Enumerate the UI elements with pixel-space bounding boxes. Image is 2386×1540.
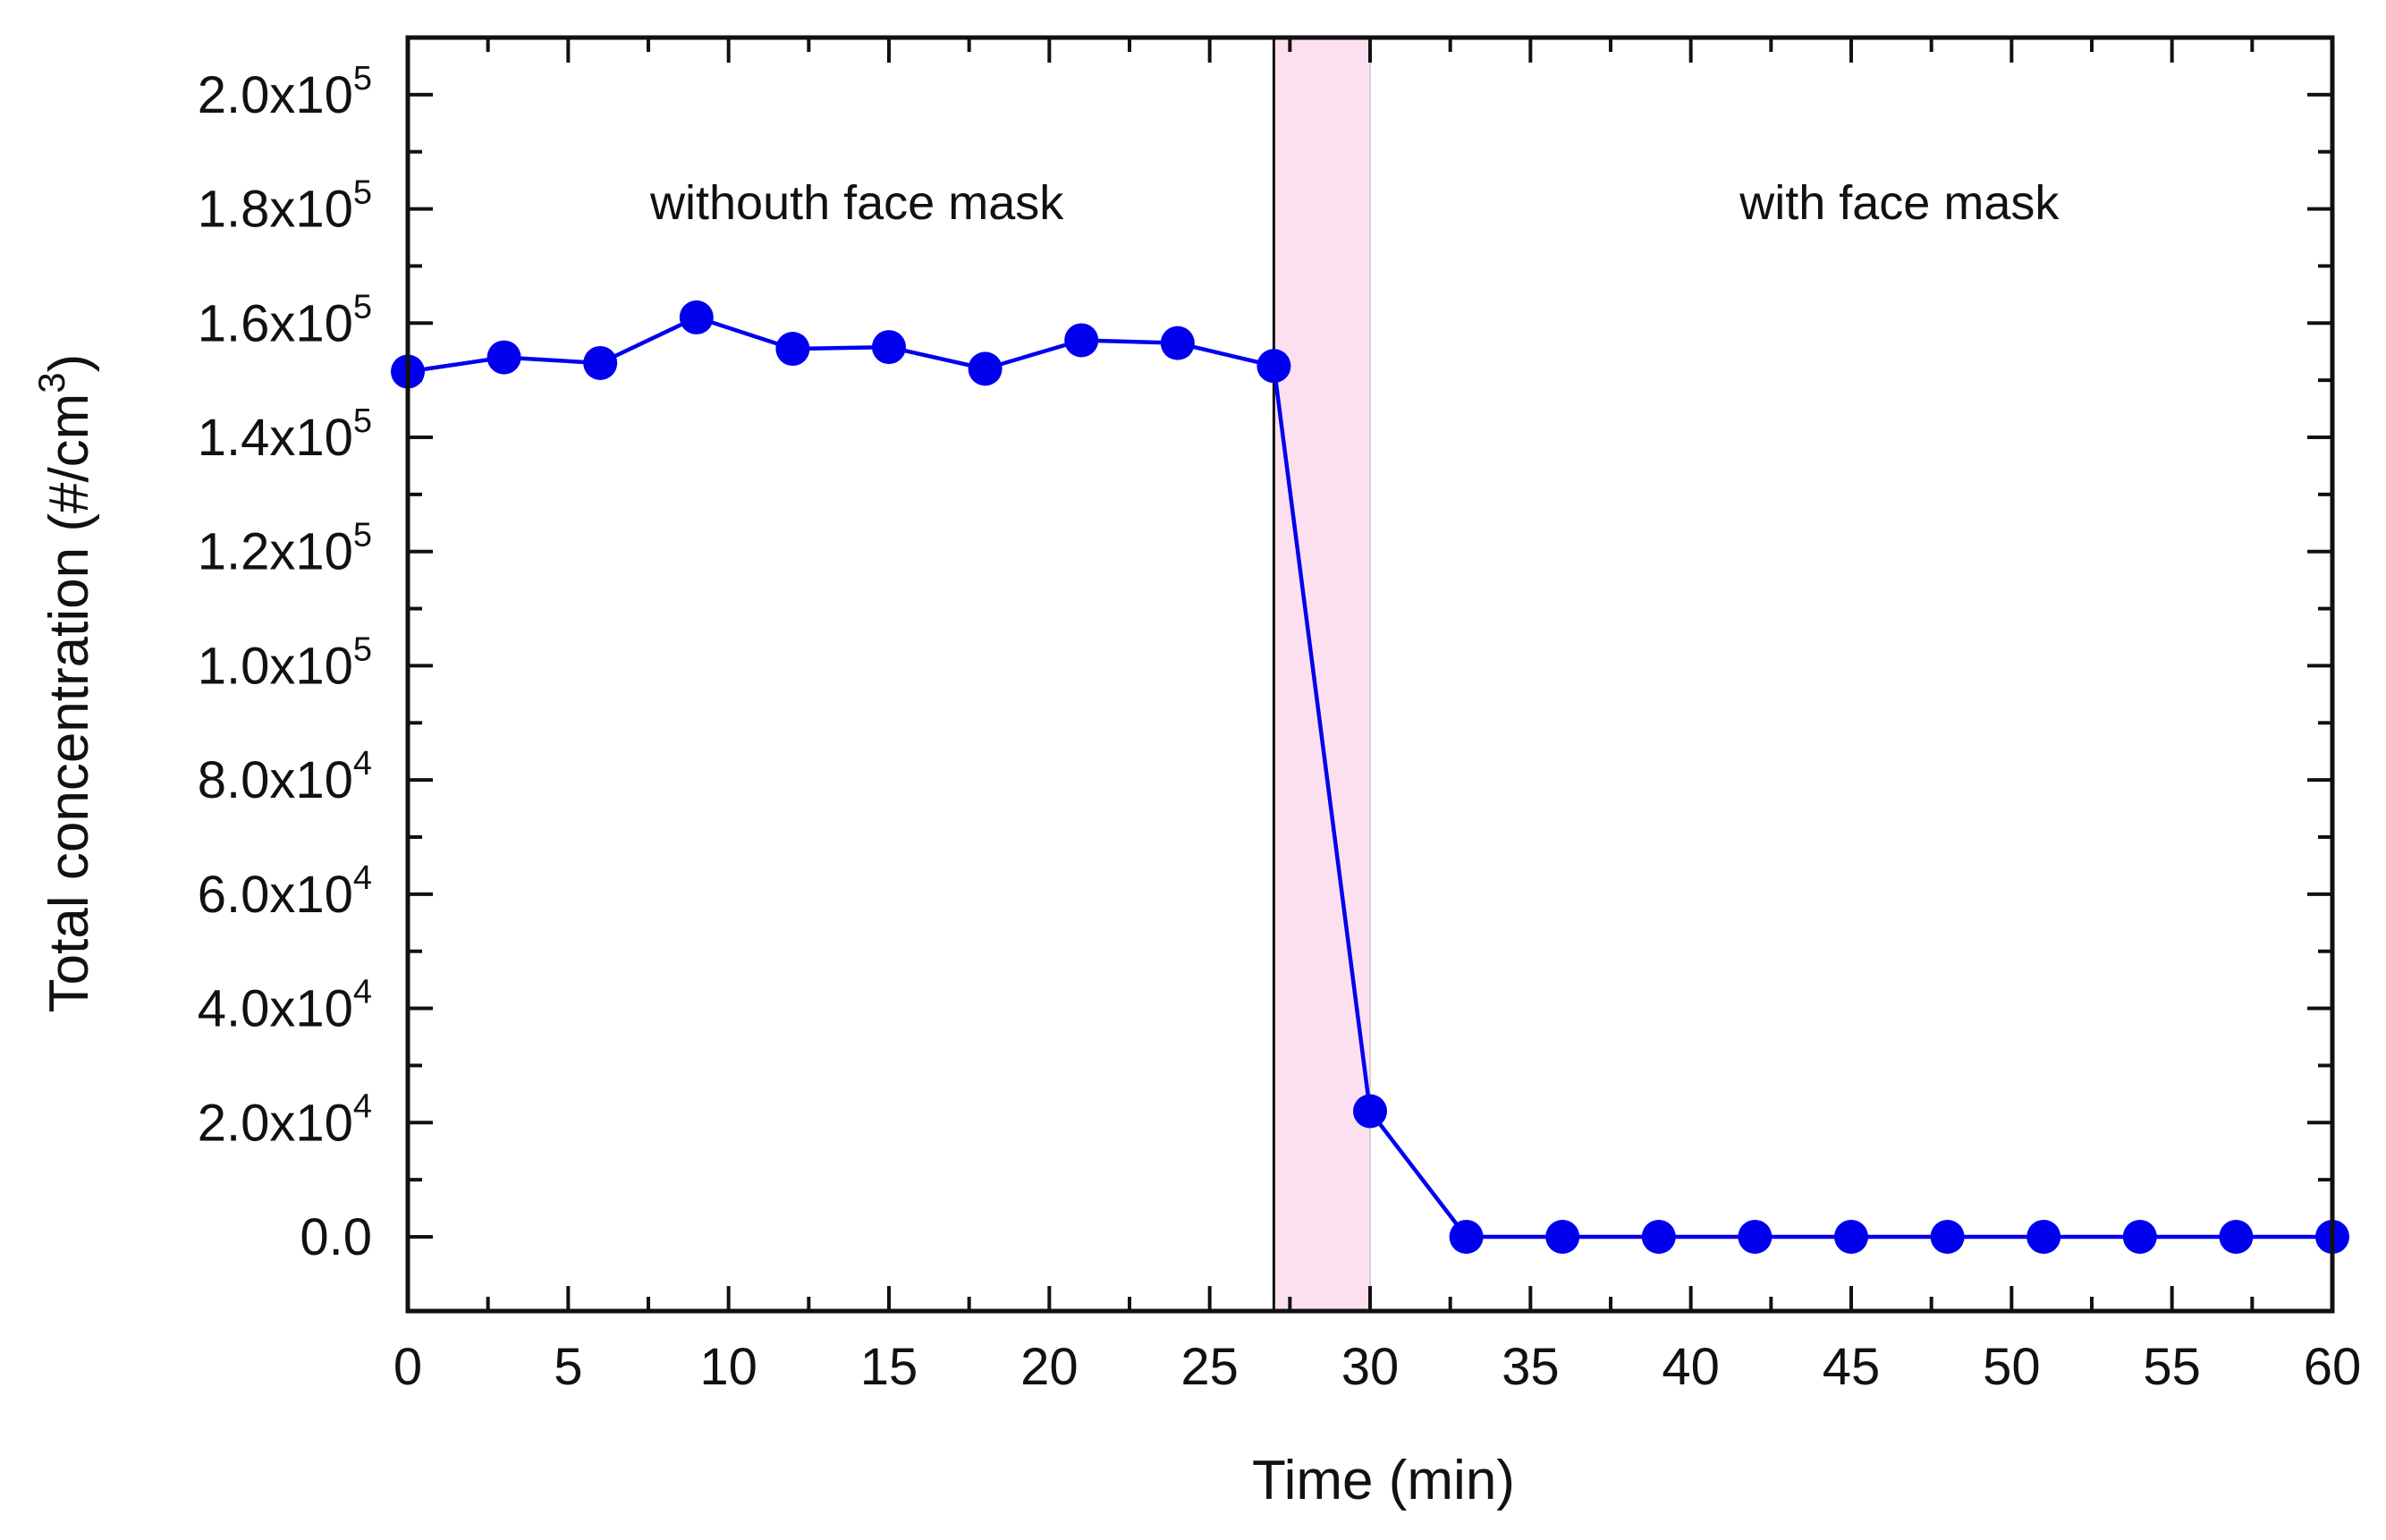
- data-point: [2122, 1219, 2157, 1254]
- x-tick-label: 30: [1341, 1338, 1400, 1396]
- y-tick-label: 1.0x105: [198, 630, 372, 695]
- y-tick-label: 1.6x105: [198, 288, 372, 352]
- data-point: [968, 351, 1003, 386]
- y-tick-label: 1.4x105: [198, 402, 372, 467]
- annotation-without-mask: withouth face mask: [649, 176, 1064, 230]
- x-tick-label: 10: [699, 1338, 757, 1396]
- data-point: [1738, 1219, 1773, 1254]
- y-tick-label: 1.8x105: [198, 174, 372, 239]
- data-point: [487, 340, 521, 375]
- data-point: [775, 332, 810, 367]
- x-tick-label: 50: [1983, 1338, 2041, 1396]
- x-tick-label: 20: [1020, 1338, 1079, 1396]
- x-tick-label: 0: [393, 1338, 422, 1396]
- shaded-transition-region: [1273, 38, 1370, 1311]
- x-tick-label: 55: [2143, 1338, 2201, 1396]
- y-tick-label: 0.0: [300, 1208, 372, 1266]
- data-point: [1545, 1219, 1580, 1254]
- data-point: [1834, 1219, 1868, 1254]
- data-point: [1160, 326, 1195, 360]
- data-point: [1930, 1219, 1965, 1254]
- x-axis-title: Time (min): [1252, 1450, 1515, 1511]
- y-tick-label: 6.0x104: [198, 859, 372, 924]
- x-tick-label: 5: [554, 1338, 582, 1396]
- x-tick-label: 60: [2304, 1338, 2362, 1396]
- data-point: [679, 300, 714, 334]
- y-tick-label: 2.0x104: [198, 1087, 372, 1152]
- y-tick-label: 2.0x105: [198, 60, 372, 124]
- data-point: [1256, 349, 1291, 384]
- x-tick-label: 40: [1662, 1338, 1720, 1396]
- x-tick-label: 45: [1823, 1338, 1881, 1396]
- y-tick-label: 1.2x105: [198, 517, 372, 581]
- data-point: [2219, 1219, 2254, 1254]
- x-tick-label: 25: [1180, 1338, 1239, 1396]
- y-tick-label: 8.0x104: [198, 745, 372, 809]
- x-tick-label: 15: [860, 1338, 918, 1396]
- data-point: [2026, 1219, 2061, 1254]
- data-point: [1353, 1094, 1387, 1129]
- y-axis-title: Total concentration (#/cm3): [30, 354, 100, 1013]
- plot-frame: [405, 35, 2335, 1314]
- data-point: [872, 330, 906, 365]
- data-point: [583, 345, 618, 380]
- data-point: [1641, 1219, 1676, 1254]
- data-point: [1449, 1219, 1484, 1254]
- y-tick-label: 4.0x104: [198, 974, 372, 1038]
- x-tick-label: 35: [1502, 1338, 1560, 1396]
- annotation-with-mask: with face mask: [1739, 176, 2060, 230]
- data-point: [1064, 323, 1099, 358]
